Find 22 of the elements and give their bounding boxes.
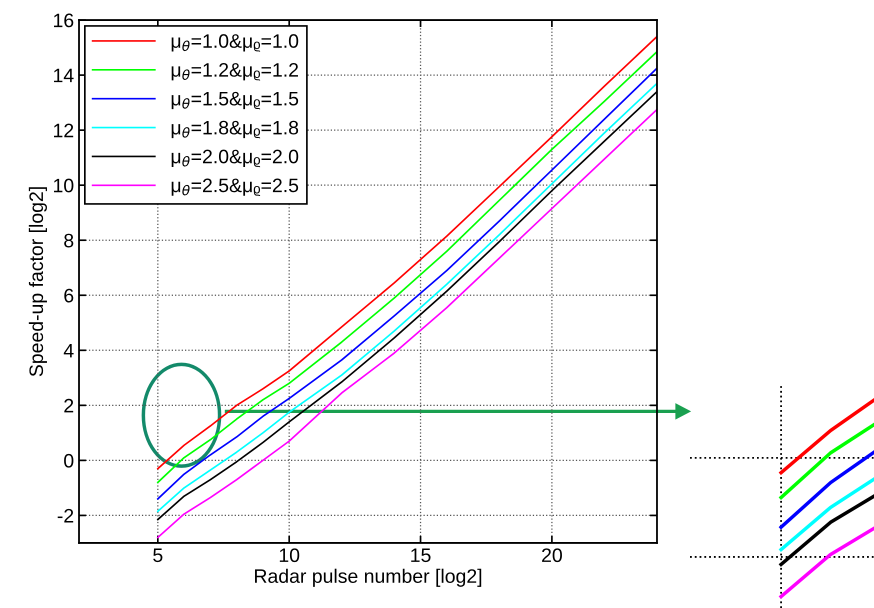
y-tick-label: 10 <box>54 178 74 192</box>
y-tick-label: 0 <box>64 454 74 468</box>
x-tick-label: 10 <box>280 548 300 562</box>
y-tick-label: 12 <box>54 124 74 138</box>
legend-label: μ$_{θ}$=2.5&μᵨ=2.5 <box>172 178 298 196</box>
y-axis-title: Speed-up factor [log2] <box>28 187 47 376</box>
x-tick-label: 15 <box>411 548 431 562</box>
y-tick-label: -2 <box>58 508 74 522</box>
legend-label: μ$_{θ}$=1.8&μᵨ=1.8 <box>172 120 298 138</box>
y-tick-label: 2 <box>64 398 74 412</box>
legend-label: μ$_{θ}$=1.0&μᵨ=1.0 <box>172 34 298 52</box>
legend-label: μ$_{θ}$=1.5&μᵨ=1.5 <box>172 92 298 110</box>
legend-label: μ$_{θ}$=1.2&μᵨ=1.2 <box>172 63 298 81</box>
y-tick-label: 6 <box>64 288 74 302</box>
legend-label: μ$_{θ}$=2.0&μᵨ=2.0 <box>172 150 298 168</box>
x-tick-label: 20 <box>542 548 562 562</box>
y-tick-label: 8 <box>64 234 74 248</box>
y-tick-label: 4 <box>64 344 74 358</box>
y-tick-label: 16 <box>54 14 74 28</box>
x-axis-title: Radar pulse number [log2] <box>255 568 482 587</box>
x-tick-label: 5 <box>153 548 162 562</box>
y-tick-label: 14 <box>54 68 74 82</box>
